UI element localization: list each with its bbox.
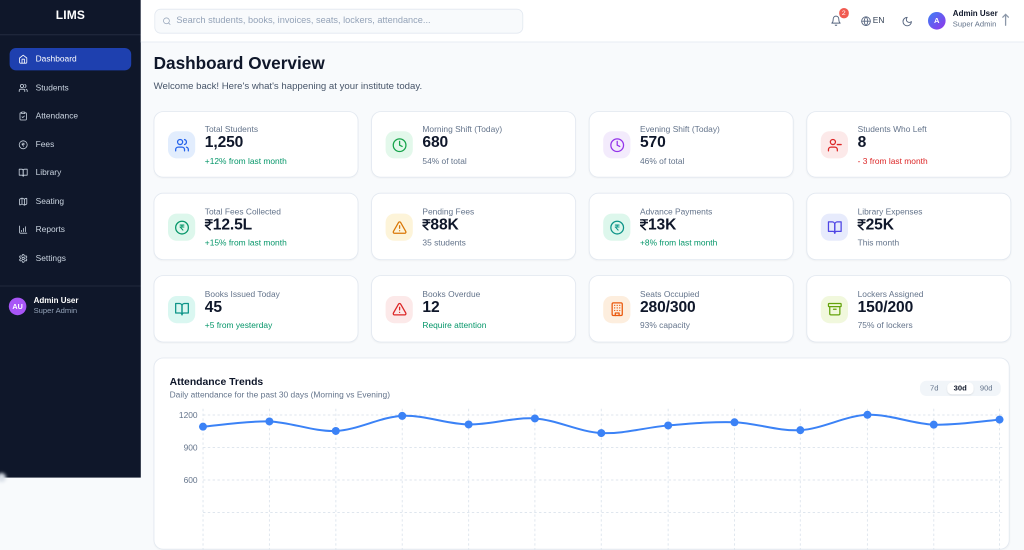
svg-text:1200: 1200 [179,410,198,420]
svg-text:900: 900 [184,442,198,452]
svg-text:600: 600 [184,475,198,485]
